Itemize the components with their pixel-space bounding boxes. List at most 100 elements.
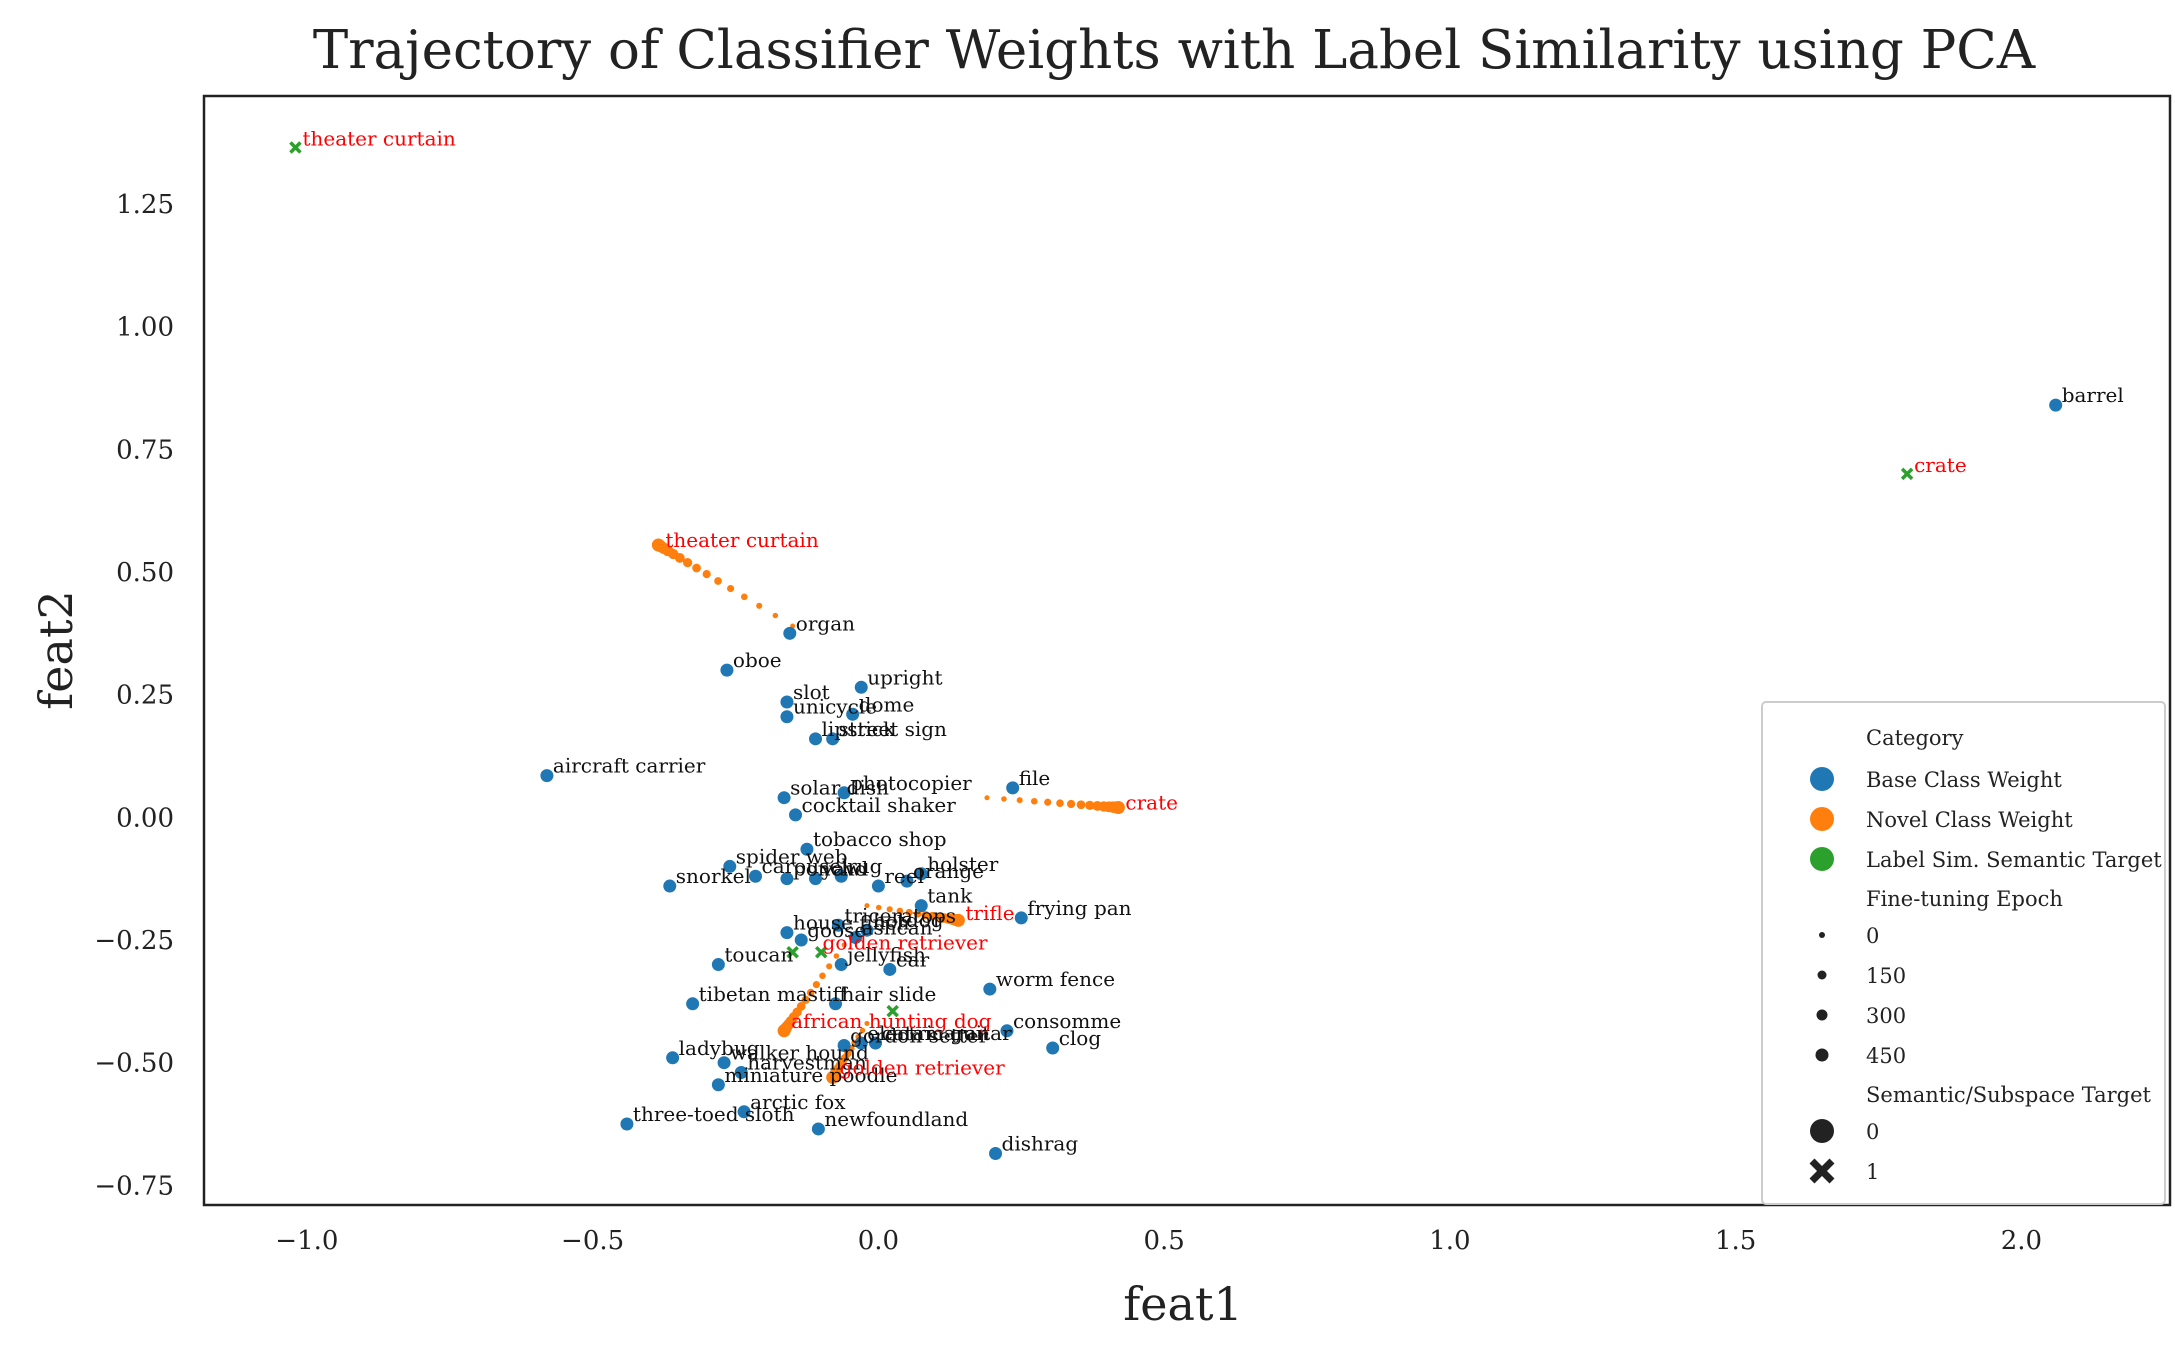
base-class-point [914,899,928,913]
base-class-point [794,933,808,947]
legend-x-marker [1809,1158,1835,1184]
point-labels: barrel organ oboe upright slot domeunicycleli… [302,127,2123,1156]
base-class-point [900,874,914,888]
base-class-point [789,808,803,822]
y-tick-label: −0.50 [94,1049,174,1079]
novel-trajectory-point [1066,799,1076,809]
novel-trajectory-point [772,612,779,619]
novel-trajectory-point [727,584,735,593]
base-class-point [620,1117,634,1131]
base-point-label: worm fence [996,967,1115,991]
base-point-label: upright [867,665,942,689]
base-class-point [780,710,794,724]
y-tick-label: 0.75 [116,435,174,465]
base-point-label: walker hound [730,1041,869,1065]
novel-trajectory-point [951,913,965,927]
novel-trajectory-point [864,903,870,909]
base-class-point [829,997,843,1011]
base-class-point [883,962,897,976]
legend-novel-label: Novel Class Weight [1866,808,2073,832]
novel-trajectory-point [1044,798,1052,806]
novel-trajectory-point [984,795,990,801]
legend-base-marker [1810,767,1834,791]
novel-trajectory-point [692,563,701,573]
legend-target-label: Label Sim. Semantic Target [1866,848,2162,872]
novel-trajectory-point [682,557,693,568]
y-tick-label: −0.25 [94,926,174,956]
target-cross-stroke [1900,467,1914,481]
novel-trajectory-point [826,963,833,970]
y-tick-label: −0.75 [94,1171,174,1201]
base-point-label: snorkel [676,864,751,888]
base-point-label: dome [859,692,915,716]
legend: Category Base Class Weight Novel Class W… [1761,701,2166,1205]
legend-epoch-450-marker [1815,1048,1829,1062]
base-point-label: harvestman [747,1051,867,1075]
novel-trajectory-point [651,538,665,552]
base-class-point [811,1122,825,1136]
base-point-label: tobacco shop [813,827,947,851]
y-axis: 1.25 1.00 0.75 0.50 0.25 0.00 −0.25 −0.50 −0.75 [94,190,174,1201]
target-cross-stroke [814,946,828,959]
base-class-point [849,931,863,945]
novel-trajectory-point [741,593,748,601]
base-class-point [1046,1041,1060,1055]
base-class-point [717,1056,731,1070]
base-point-label: rug [847,854,882,878]
novel-trajectory-point [859,1027,866,1034]
base-class-point [1000,1024,1014,1038]
legend-epoch-450-label: 450 [1866,1044,1906,1068]
novel-trajectory-point [841,942,847,948]
base-class-point [540,769,554,783]
legend-box [1761,701,2166,1205]
target-label: theater curtain [302,127,455,151]
legend-target-marker [1810,847,1834,871]
base-class-point [854,680,868,694]
base-class-point [783,626,797,640]
novel-trajectory-point [826,1070,840,1084]
semantic-target-marker [814,946,828,959]
base-point-label: clog [1059,1026,1102,1050]
base-class-point [711,1078,725,1092]
base-point-label: electric guitar [867,1021,1012,1045]
novel-class-label: african hunting dog [791,1009,992,1033]
base-class-point [737,1105,751,1119]
base-class-point [1014,911,1028,925]
novel-trajectory-point [1111,801,1125,815]
novel-trajectory-point [1056,799,1064,807]
base-point-label: catamaran [882,1021,990,1045]
novel-trajectory-point [875,904,882,911]
base-class-point [869,1036,883,1050]
base-class-point [914,867,928,881]
target-cross-stroke [289,141,302,154]
novel-trajectory-point [1030,797,1038,805]
base-class-point [983,982,997,996]
legend-target-1-label: 1 [1866,1160,1879,1184]
base-class-point [780,926,794,940]
novel-trajectory-point [801,995,810,1004]
base-point-label: newfoundland [824,1107,968,1131]
base-class-point [854,1036,868,1050]
base-point-label: triceratops [844,903,956,927]
base-point-label: spider web [736,844,848,868]
x-tick-label: 0.5 [1143,1226,1184,1256]
x-tick-label: 2.0 [2001,1226,2042,1256]
base-point-label: ear [896,947,930,971]
y-axis-label: feat2 [29,590,83,709]
target-label: crate [1914,453,1967,477]
novel-class-label: trifle [965,901,1014,925]
legend-category-title: Category [1866,726,1964,750]
chart-title: Trajectory of Classifier Weights with La… [313,20,2036,81]
novel-class-label: golden retriever [840,1056,1005,1080]
base-point-label: house finch [793,911,910,935]
legend-epoch-150-marker [1817,970,1827,980]
legend-epoch-0-label: 0 [1866,924,1879,948]
base-point-label: orange [913,859,984,883]
base-class-point [723,859,737,873]
semantic-target-marker [886,1004,899,1018]
x-axis: −1.0 −0.5 0.0 0.5 1.0 1.5 2.0 [275,1226,2042,1256]
base-class-point [666,1051,680,1065]
legend-epoch-300-label: 300 [1866,1004,1906,1028]
novel-trajectory-point [819,972,826,980]
